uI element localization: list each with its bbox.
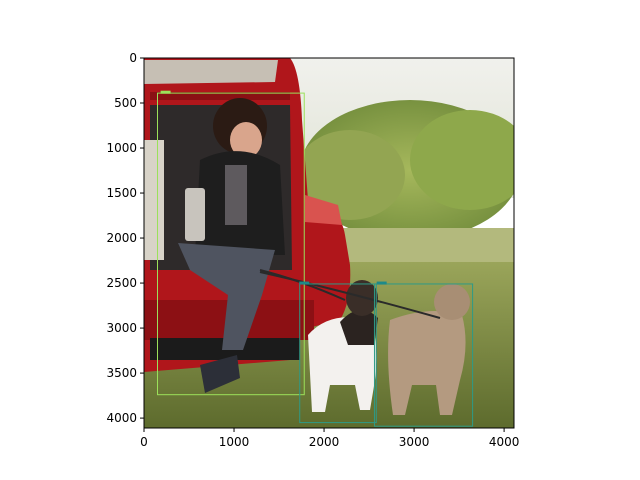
y-tick-label: 500 bbox=[114, 96, 137, 110]
bounding-box-2 bbox=[299, 283, 377, 424]
y-tick-label: 1000 bbox=[106, 141, 137, 155]
bounding-box-3 bbox=[373, 283, 474, 427]
bounding-box-tags bbox=[160, 90, 387, 285]
bounding-box-1 bbox=[157, 92, 305, 396]
y-tick-label: 0 bbox=[129, 51, 137, 65]
y-tick-label: 4000 bbox=[106, 411, 137, 425]
photo bbox=[144, 58, 514, 428]
bounding-box-tag-3 bbox=[376, 281, 387, 285]
axes-frame bbox=[143, 57, 515, 429]
x-tick-label: 3000 bbox=[399, 435, 430, 449]
x-tick-label: 0 bbox=[140, 435, 148, 449]
x-axis: 0 1000 2000 3000 4000 bbox=[140, 428, 519, 449]
x-tick-label: 4000 bbox=[489, 435, 520, 449]
x-tick-label: 1000 bbox=[219, 435, 250, 449]
y-tick-label: 2000 bbox=[106, 231, 137, 245]
y-axis: 0 500 1000 1500 2000 2500 3000 3500 4000 bbox=[106, 51, 144, 425]
bounding-box-tag-2 bbox=[299, 281, 310, 285]
y-tick-label: 2500 bbox=[106, 276, 137, 290]
y-tick-label: 3500 bbox=[106, 366, 137, 380]
bounding-boxes bbox=[157, 92, 474, 427]
y-tick-label: 3000 bbox=[106, 321, 137, 335]
x-tick-label: 2000 bbox=[309, 435, 340, 449]
bounding-box-tag-1 bbox=[160, 90, 171, 94]
y-tick-label: 1500 bbox=[106, 186, 137, 200]
